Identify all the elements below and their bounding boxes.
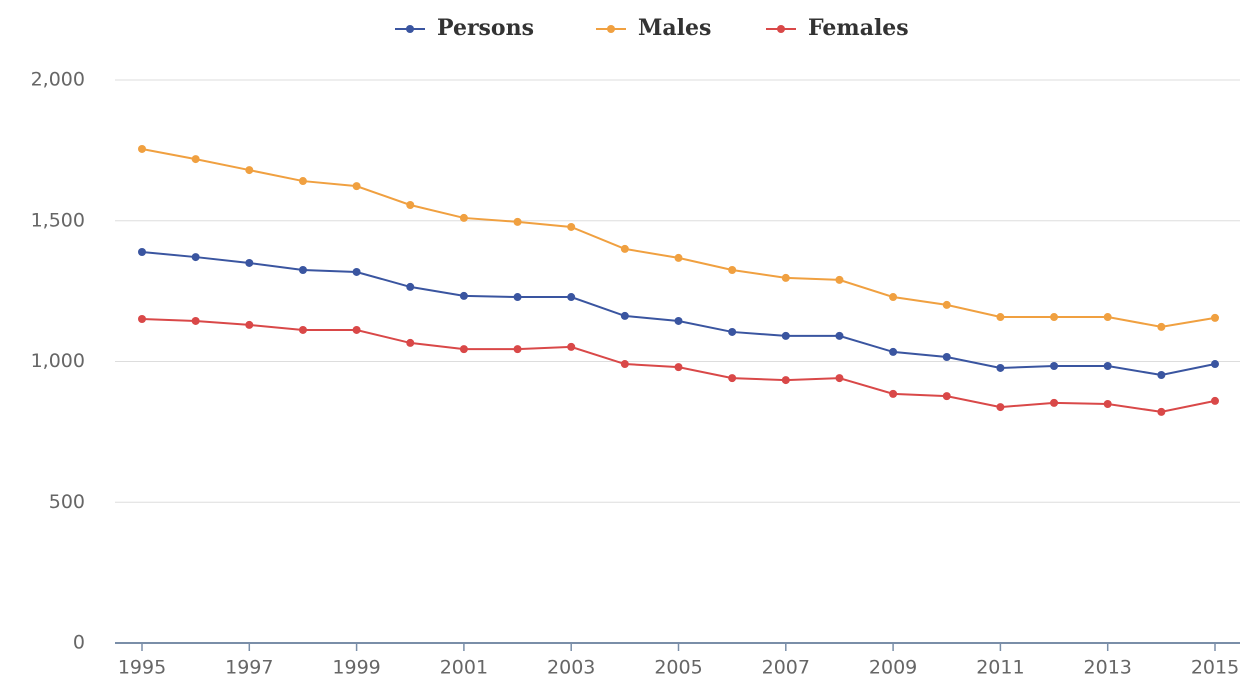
data-point: [1157, 322, 1166, 331]
data-point: [459, 291, 468, 300]
data-point: [1050, 398, 1059, 407]
data-point: [513, 217, 522, 226]
x-tick-label: 1999: [332, 657, 380, 679]
data-point: [942, 352, 951, 361]
data-point: [835, 275, 844, 284]
data-point: [728, 266, 737, 275]
data-point: [1050, 362, 1059, 371]
data-point: [298, 325, 307, 334]
y-tick-label: 1,500: [31, 209, 85, 231]
data-point: [298, 266, 307, 275]
x-tick-label: 1995: [118, 657, 166, 679]
data-point: [1103, 400, 1112, 409]
data-point: [728, 374, 737, 383]
data-point: [513, 293, 522, 302]
data-point: [1157, 371, 1166, 380]
data-point: [567, 222, 576, 231]
data-point: [138, 314, 146, 323]
data-point: [620, 360, 629, 369]
data-point: [942, 300, 951, 309]
data-point: [191, 155, 200, 164]
legend-label: Females: [808, 15, 909, 41]
data-point: [191, 316, 200, 325]
x-tick-label: 2007: [762, 657, 810, 679]
data-point: [191, 253, 200, 262]
data-point: [459, 213, 468, 222]
data-point: [245, 258, 254, 267]
y-tick-label: 1,000: [31, 350, 85, 372]
x-tick-label: 2011: [976, 657, 1024, 679]
data-point: [138, 247, 146, 256]
legend-label: Persons: [437, 15, 534, 41]
data-point: [674, 363, 683, 372]
legend-label: Males: [638, 15, 711, 41]
data-point: [567, 293, 576, 302]
y-tick-label: 0: [73, 632, 85, 654]
data-point: [781, 376, 790, 385]
data-point: [835, 374, 844, 383]
legend-marker: [406, 25, 414, 33]
data-point: [406, 338, 415, 347]
data-point: [781, 331, 790, 340]
data-point: [942, 392, 951, 401]
data-point: [406, 200, 415, 209]
x-tick-label: 2005: [654, 657, 702, 679]
data-point: [1211, 313, 1219, 322]
data-point: [352, 182, 361, 191]
data-point: [889, 293, 898, 302]
data-point: [889, 389, 898, 398]
data-point: [1103, 313, 1112, 322]
data-point: [835, 331, 844, 340]
data-point: [728, 327, 737, 336]
data-point: [352, 325, 361, 334]
data-point: [1157, 407, 1166, 416]
data-point: [245, 320, 254, 329]
data-point: [1050, 313, 1059, 322]
data-point: [352, 267, 361, 276]
x-tick-label: 1997: [225, 657, 273, 679]
data-point: [620, 244, 629, 253]
data-point: [1211, 360, 1219, 369]
x-tick-label: 2001: [440, 657, 488, 679]
series-line: [141, 147, 1216, 328]
data-point: [1103, 362, 1112, 371]
data-point: [406, 282, 415, 291]
legend-marker: [777, 25, 785, 33]
data-point: [781, 273, 790, 282]
data-point: [138, 144, 146, 153]
data-point: [996, 403, 1005, 412]
data-point: [996, 363, 1005, 372]
data-point: [996, 313, 1005, 322]
data-point: [298, 177, 307, 186]
y-tick-label: 2,000: [31, 69, 85, 91]
data-point: [513, 345, 522, 354]
x-tick-label: 2009: [869, 657, 917, 679]
data-point: [245, 166, 254, 175]
data-point: [674, 253, 683, 262]
x-tick-label: 2013: [1084, 657, 1132, 679]
data-point: [1211, 396, 1219, 405]
x-tick-label: 2015: [1191, 657, 1239, 679]
data-point: [459, 345, 468, 354]
x-tick-label: 2003: [547, 657, 595, 679]
legend-marker: [607, 25, 615, 33]
data-point: [567, 342, 576, 351]
data-point: [889, 347, 898, 356]
data-point: [674, 316, 683, 325]
y-tick-label: 500: [49, 491, 85, 513]
data-point: [620, 311, 629, 320]
